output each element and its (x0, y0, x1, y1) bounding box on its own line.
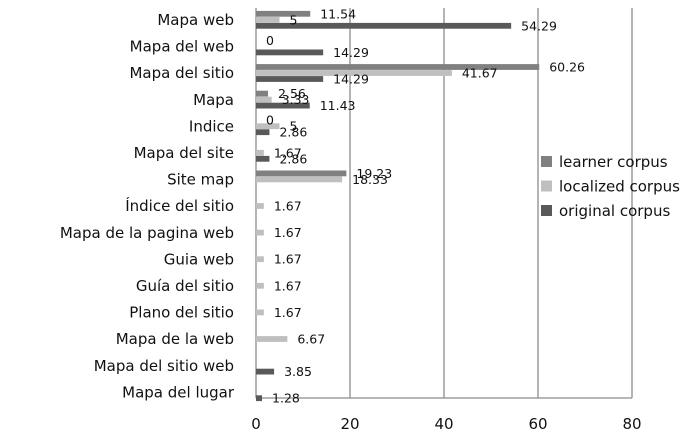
category-label-5: Mapa del site (134, 144, 234, 162)
x-tick-label-0: 0 (251, 415, 261, 433)
value-label-1-3: 3.33 (282, 92, 310, 107)
bar-0-3 (256, 90, 269, 97)
category-label-7: Índice del sitio (125, 196, 234, 215)
bar-1-6 (256, 176, 343, 183)
bar-2-2 (256, 76, 324, 82)
category-label-13: Mapa del sitio web (94, 357, 234, 375)
value-label-1-4: 5 (290, 119, 298, 134)
value-label-1-0: 5 (290, 12, 298, 27)
legend-swatch-0 (541, 156, 552, 167)
bar-1-3 (256, 96, 272, 103)
x-tick-label-2: 40 (434, 415, 453, 433)
value-label-0-6: 19.23 (356, 166, 392, 181)
value-label-1-12: 6.67 (297, 332, 325, 347)
legend-swatch-1 (541, 180, 552, 192)
bar-0-0 (256, 10, 311, 17)
bar-2-5 (256, 155, 270, 162)
x-tick-label-3: 60 (528, 415, 547, 433)
category-label-1: Mapa del web (130, 38, 234, 56)
category-label-0: Mapa web (157, 11, 234, 29)
category-label-9: Guia web (164, 250, 234, 268)
value-label-1-8: 1.67 (274, 225, 302, 240)
legend-label-1: localized corpus (559, 178, 680, 196)
category-labels: Mapa web Mapa del web Mapa del sitio Mapa In… (60, 11, 235, 401)
bar-1-10 (256, 282, 264, 289)
value-label-0-4: 0 (266, 113, 274, 128)
value-label-0-3: 2.56 (278, 86, 306, 101)
bar-1-9 (256, 256, 264, 263)
bar-0-2 (256, 64, 540, 70)
category-label-4: Indice (189, 117, 234, 135)
category-label-14: Mapa del lugar (122, 383, 235, 401)
value-label-2-4: 2.86 (279, 125, 307, 140)
value-label-1-7: 1.67 (274, 199, 302, 214)
bar-2-3 (256, 102, 310, 109)
legend-swatch-2 (541, 205, 552, 216)
bar-2-13 (256, 368, 275, 375)
bar-1-12 (256, 336, 288, 342)
value-label-2-14: 1.28 (272, 391, 300, 406)
value-label-2-3: 11.43 (320, 98, 356, 113)
bar-0-6 (256, 170, 347, 177)
legend-label-0: learner corpus (559, 153, 668, 171)
legend-label-2: original corpus (559, 202, 670, 220)
bar-2-4 (256, 129, 270, 136)
category-label-3: Mapa (193, 91, 234, 109)
bar-1-5 (256, 149, 264, 156)
x-tick-label-1: 20 (340, 415, 359, 433)
bar-1-8 (256, 229, 264, 236)
category-label-11: Plano del sitio (129, 304, 234, 322)
value-labels: 11.54 0 60.26 2.56 0 19.23 5 41.67 3.33 5 1.67 18.3… (266, 6, 585, 405)
bar-1-11 (256, 309, 264, 316)
value-label-1-5: 1.67 (274, 145, 302, 160)
bars (256, 10, 540, 402)
value-label-1-2: 41.67 (462, 66, 498, 81)
value-label-0-2: 60.26 (549, 60, 585, 75)
value-label-2-13: 3.85 (284, 364, 312, 379)
bar-2-14 (256, 395, 263, 402)
value-label-1-11: 1.67 (274, 305, 302, 320)
bar-1-7 (256, 203, 264, 209)
bar-2-0 (256, 22, 512, 29)
value-label-0-0: 11.54 (320, 6, 356, 21)
value-label-1-6: 18.33 (352, 172, 388, 187)
category-label-6: Site map (167, 171, 234, 189)
category-label-8: Mapa de la pagina web (60, 224, 234, 242)
category-label-12: Mapa de la web (116, 330, 234, 348)
x-axis-ticks: 0 20 40 60 80 (251, 415, 641, 433)
bar-2-1 (256, 49, 324, 56)
value-label-1-10: 1.67 (274, 278, 302, 293)
bar-1-0 (256, 16, 280, 23)
category-label-2: Mapa del sitio (129, 64, 234, 82)
value-label-2-1: 14.29 (333, 45, 369, 60)
value-label-0-1: 0 (266, 33, 274, 48)
bar-1-4 (256, 123, 280, 130)
value-label-1-9: 1.67 (274, 252, 302, 267)
value-label-2-5: 2.86 (279, 151, 307, 166)
bar-1-2 (256, 70, 452, 76)
value-label-2-0: 54.29 (521, 18, 557, 33)
x-tick-label-4: 80 (622, 415, 641, 433)
value-label-2-2: 14.29 (333, 72, 369, 87)
category-label-10: Guía del sitio (136, 277, 234, 295)
legend: learner corpus localized corpus original c… (541, 153, 680, 220)
